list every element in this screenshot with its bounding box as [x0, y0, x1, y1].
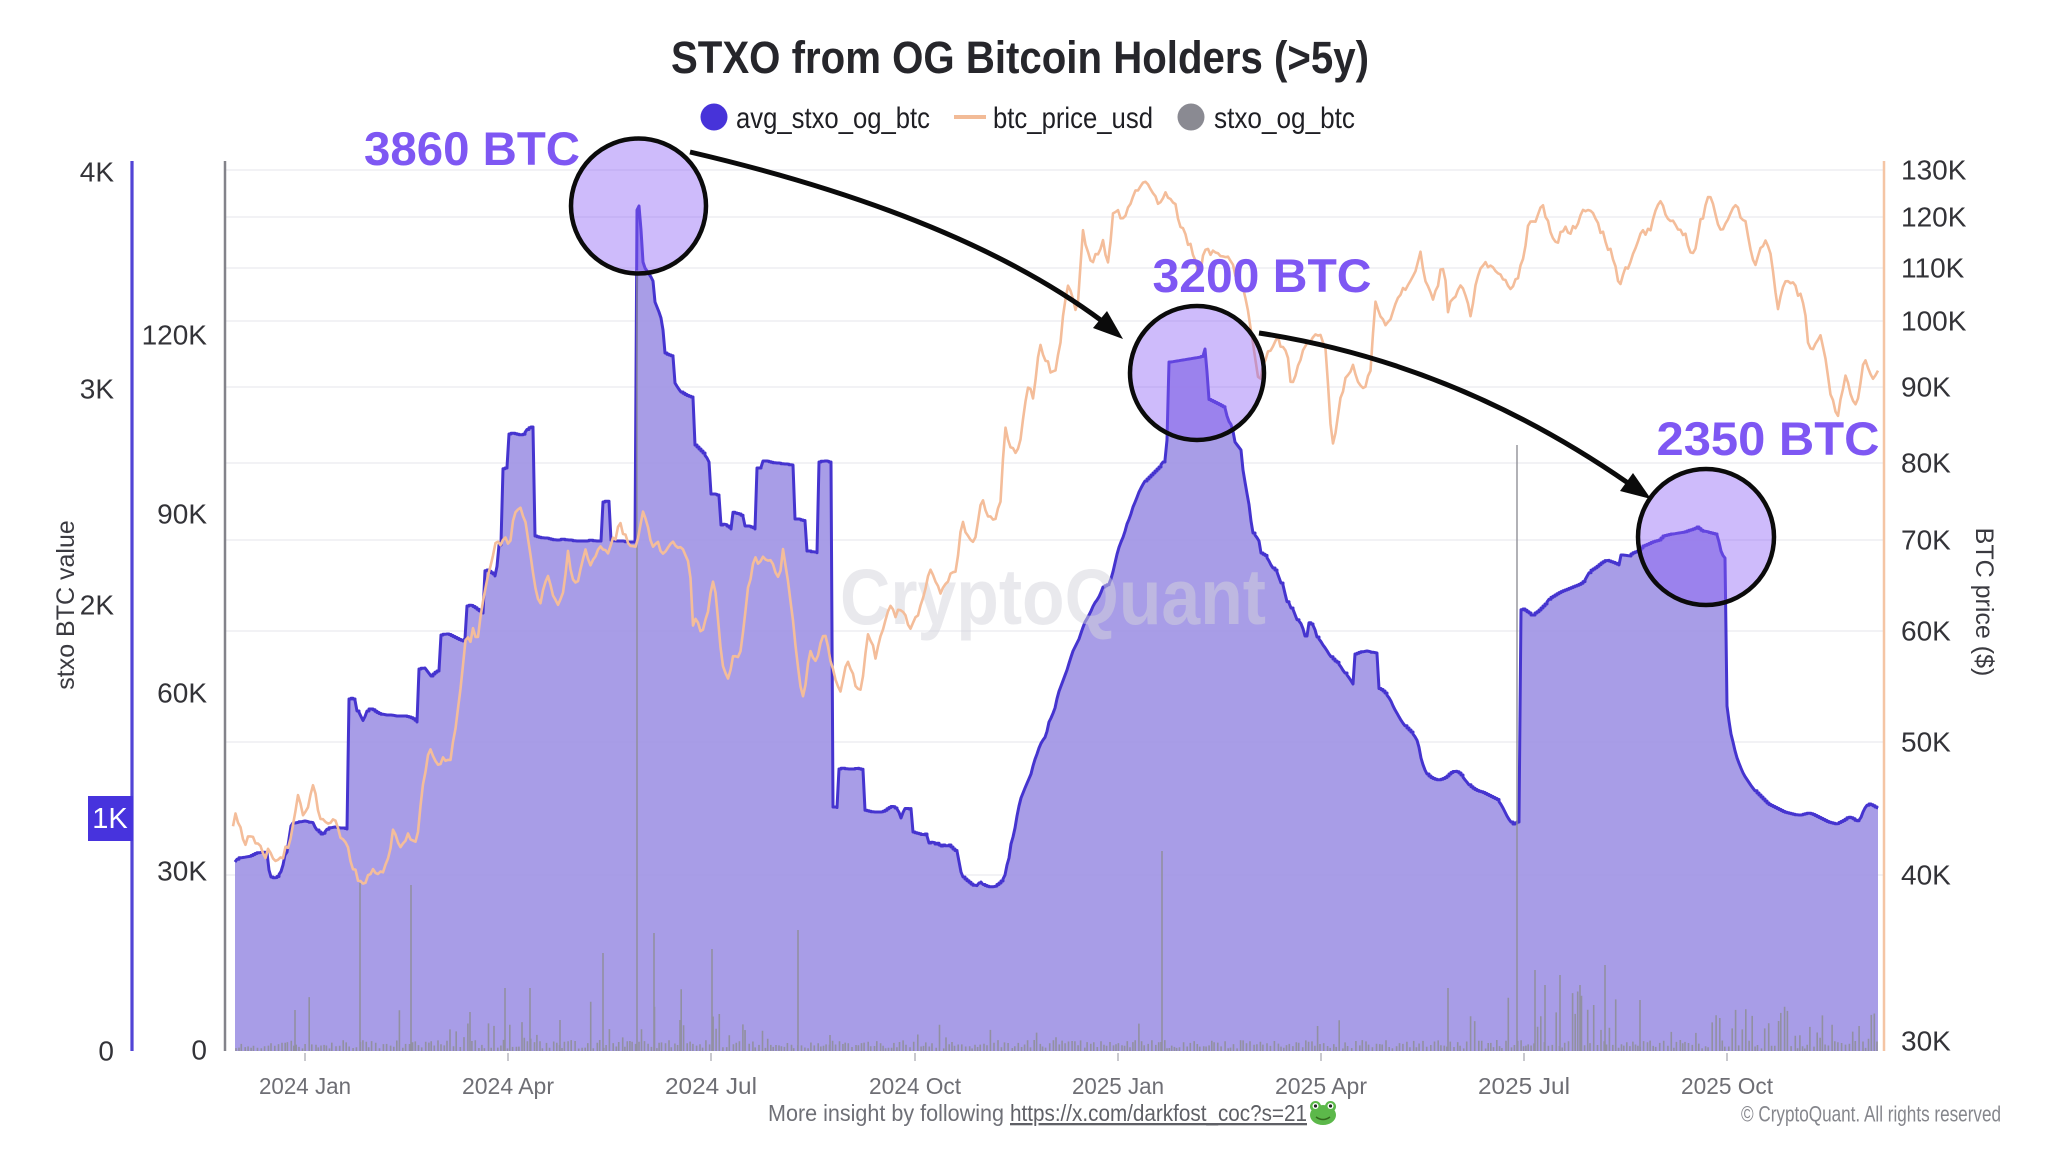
svg-text:70K: 70K — [1901, 525, 1951, 556]
svg-text:90K: 90K — [157, 499, 207, 530]
svg-text:stxo BTC value: stxo BTC value — [52, 520, 80, 690]
svg-text:120K: 120K — [1901, 202, 1967, 233]
svg-text:2024 Apr: 2024 Apr — [462, 1073, 554, 1099]
svg-text:0: 0 — [98, 1036, 114, 1067]
svg-text:120K: 120K — [142, 320, 208, 351]
svg-text:2350 BTC: 2350 BTC — [1657, 412, 1880, 465]
svg-text:https://x.com/darkfost_coc?s=2: https://x.com/darkfost_coc?s=21 — [1010, 1100, 1307, 1126]
svg-text:4K: 4K — [80, 157, 115, 188]
svg-text:BTC price ($): BTC price ($) — [1970, 528, 1998, 677]
svg-text:3860 BTC: 3860 BTC — [364, 122, 580, 175]
svg-text:30K: 30K — [157, 856, 207, 887]
svg-text:40K: 40K — [1901, 860, 1951, 891]
svg-text:2025 Oct: 2025 Oct — [1681, 1073, 1774, 1099]
svg-text:2025 Jul: 2025 Jul — [1478, 1073, 1570, 1099]
svg-text:50K: 50K — [1901, 727, 1951, 758]
svg-text:60K: 60K — [1901, 616, 1951, 647]
svg-text:avg_stxo_og_btc: avg_stxo_og_btc — [736, 102, 930, 135]
svg-text:btc_price_usd: btc_price_usd — [993, 102, 1153, 135]
svg-text:60K: 60K — [157, 678, 207, 709]
svg-text:2024 Jul: 2024 Jul — [665, 1073, 757, 1099]
svg-text:90K: 90K — [1901, 372, 1951, 403]
svg-text:CryptoQuant: CryptoQuant — [840, 552, 1266, 641]
svg-text:STXO from OG Bitcoin Holders (: STXO from OG Bitcoin Holders (>5y) — [671, 32, 1369, 83]
svg-text:1K: 1K — [92, 803, 128, 835]
svg-text:More insight by following: More insight by following — [768, 1100, 1004, 1126]
svg-text:100K: 100K — [1901, 306, 1967, 337]
svg-text:80K: 80K — [1901, 448, 1951, 479]
svg-text:2K: 2K — [80, 590, 115, 621]
svg-text:2024 Jan: 2024 Jan — [259, 1073, 351, 1099]
svg-text:30K: 30K — [1901, 1026, 1951, 1057]
svg-text:2024 Oct: 2024 Oct — [869, 1073, 962, 1099]
svg-text:130K: 130K — [1901, 155, 1967, 186]
svg-text:0: 0 — [191, 1035, 207, 1066]
svg-text:110K: 110K — [1901, 253, 1965, 284]
svg-text:3K: 3K — [80, 374, 115, 405]
svg-text:© CryptoQuant. All rights rese: © CryptoQuant. All rights reserved — [1741, 1102, 2001, 1127]
svg-text:3200 BTC: 3200 BTC — [1153, 249, 1372, 302]
svg-text:2025 Apr: 2025 Apr — [1275, 1073, 1367, 1099]
svg-text:stxo_og_btc: stxo_og_btc — [1214, 102, 1355, 135]
svg-text:2025 Jan: 2025 Jan — [1072, 1073, 1164, 1099]
